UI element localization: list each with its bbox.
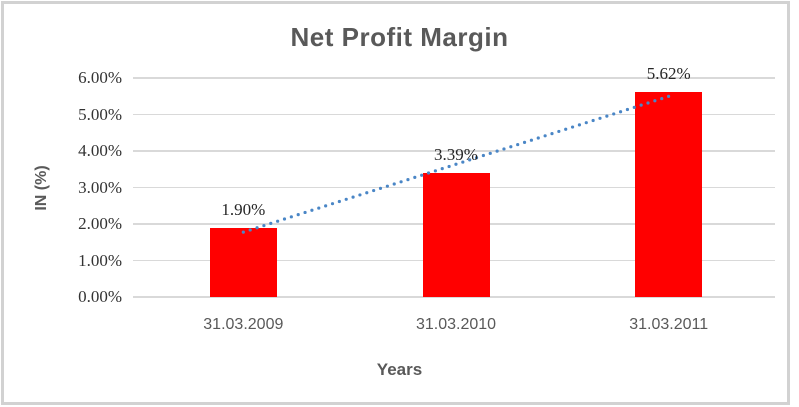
gridline [133, 77, 775, 79]
y-axis-tick-label: 6.00% [78, 68, 122, 87]
x-axis-tick-label: 31.03.2011 [629, 316, 709, 333]
bar-data-label: 5.62% [646, 63, 691, 83]
y-axis-tick-label: 1.00% [78, 250, 122, 270]
y-axis-tick-label: 3.00% [78, 177, 122, 197]
y-axis-tick-label: 4.00% [78, 141, 122, 160]
bar [635, 91, 703, 297]
bar [422, 173, 490, 297]
gridline [133, 296, 775, 298]
bar [209, 227, 277, 297]
y-axis-tick-label: 0.00% [78, 287, 122, 306]
bar-data-label: 1.90% [221, 199, 266, 219]
x-axis-tick-label: 31.03.2009 [203, 316, 284, 333]
y-axis-tick-label: 5.00% [78, 104, 122, 124]
bar-data-label: 3.39% [434, 145, 478, 165]
chart-title: Net Profit Margin [290, 22, 509, 52]
x-axis-title: Years [376, 360, 423, 379]
x-axis-tick-label: 31.03.2010 [415, 316, 497, 333]
y-axis-tick-label: 2.00% [78, 214, 122, 233]
